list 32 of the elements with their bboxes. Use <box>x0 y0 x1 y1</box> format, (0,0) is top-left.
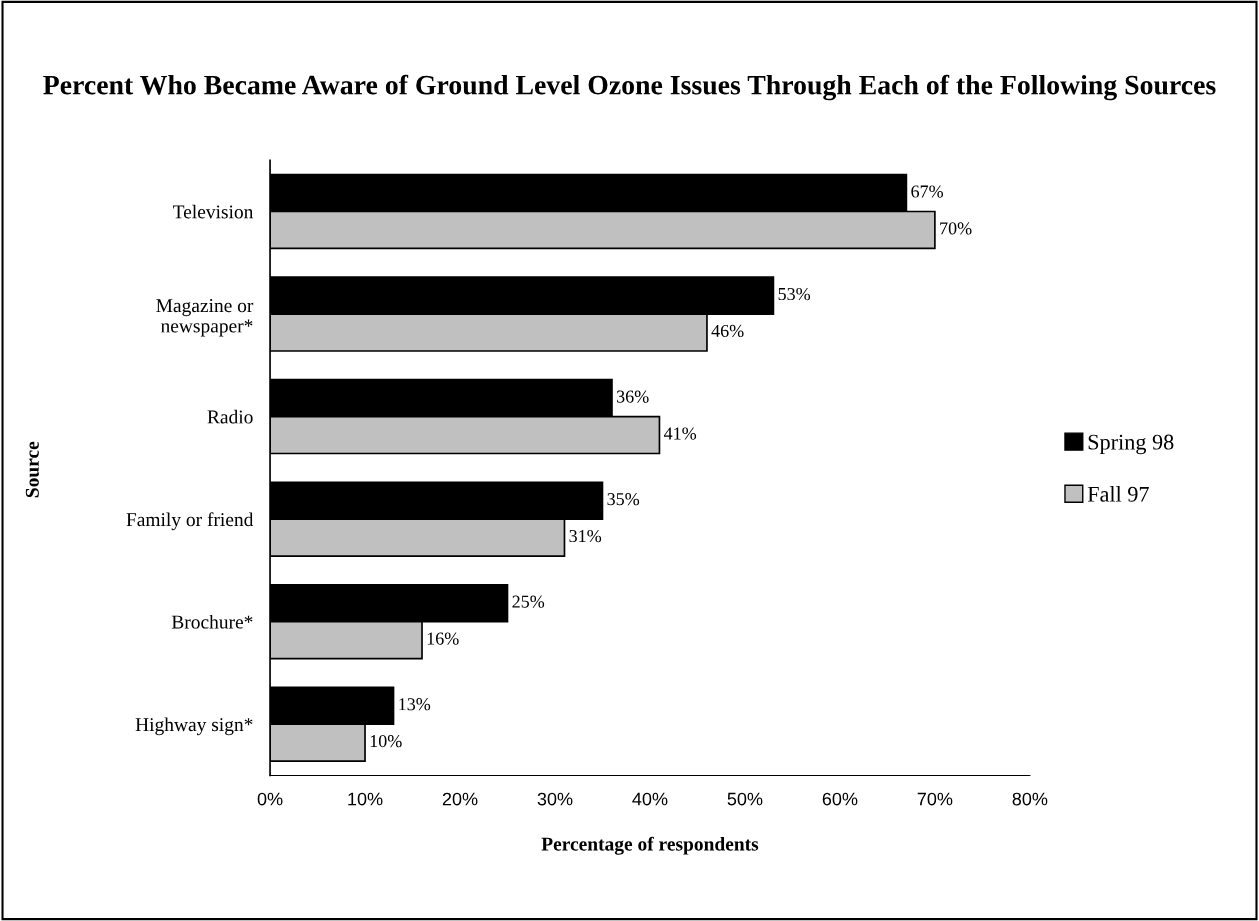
x-tick-label: 70% <box>917 792 953 806</box>
x-tick-label: 30% <box>537 792 573 806</box>
y-axis-title: Source <box>25 441 39 498</box>
legend-label: Fall 97 <box>1087 486 1149 502</box>
x-tick-label: 40% <box>632 792 668 806</box>
y-tick-label: Brochure* <box>171 614 253 629</box>
data-label: 53% <box>778 287 811 301</box>
data-label: 35% <box>607 493 640 506</box>
x-axis-title: Percentage of respondents <box>541 836 759 855</box>
data-label: 25% <box>512 595 545 608</box>
data-label: 10% <box>370 735 402 748</box>
x-tick-label: 80% <box>1012 792 1048 806</box>
data-label: 41% <box>663 427 697 440</box>
x-tick-label: 60% <box>822 792 858 806</box>
data-label: 36% <box>617 390 649 403</box>
legend-label: Spring 98 <box>1088 434 1174 455</box>
data-label: 13% <box>399 698 431 711</box>
data-label: 70% <box>940 222 972 235</box>
data-label: 31% <box>569 529 602 543</box>
y-tick-label: Radio <box>207 409 253 424</box>
y-tick-label: Family or friend <box>126 512 254 531</box>
x-tick-label: 50% <box>727 792 763 806</box>
data-label: 46% <box>711 324 744 338</box>
data-label: 67% <box>911 185 944 198</box>
data-label: 16% <box>427 632 459 645</box>
y-tick-label: Television <box>173 204 254 219</box>
x-tick-label: 0% <box>257 792 283 806</box>
chart-title: Percent Who Became Aware of Ground Level Ozone Issues Through Each of the Following Sources <box>43 74 1216 101</box>
x-tick-label: 20% <box>442 792 478 806</box>
y-tick-label: Magazine or newspaper* <box>156 299 254 337</box>
x-tick-label: 10% <box>348 792 383 806</box>
y-tick-label: Highway sign* <box>135 717 253 736</box>
